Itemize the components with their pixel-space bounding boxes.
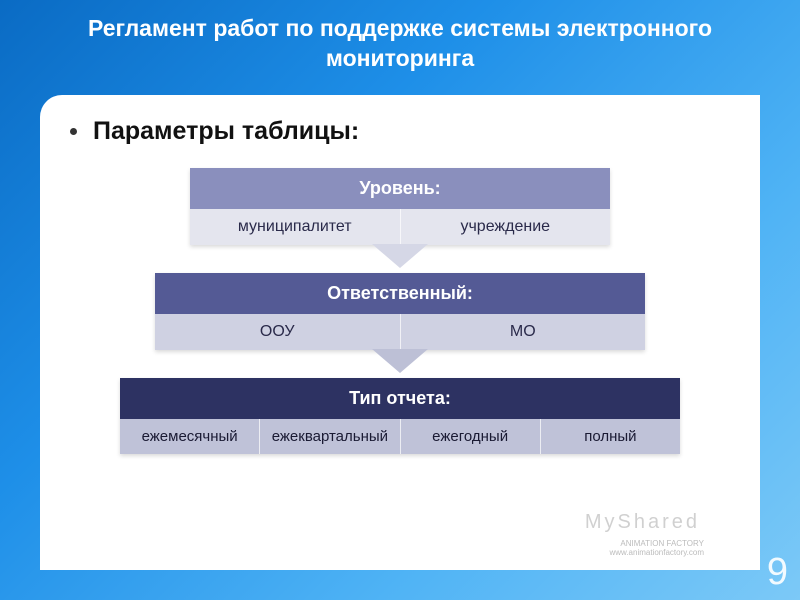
block-cells-row: ООУМО (155, 314, 645, 350)
down-arrow-wrap (372, 349, 428, 379)
block-header: Ответственный: (155, 273, 645, 314)
watermark-text: MyShared (585, 511, 700, 534)
block-0: Уровень:муниципалитетучреждение (190, 168, 610, 245)
block-stack: Уровень:муниципалитетучреждение Ответстве… (120, 168, 680, 454)
block-header: Уровень: (190, 168, 610, 209)
content-area: Параметры таблицы: Уровень:муниципалитет… (40, 95, 760, 570)
block-cell: ООУ (155, 314, 401, 350)
subtitle-row: Параметры таблицы: (70, 117, 730, 146)
logo-line2: www.animationfactory.com (609, 549, 704, 558)
slide: Регламент работ по поддержке системы эле… (0, 0, 800, 600)
bullet-icon (70, 128, 77, 135)
block-cell: ежемесячный (120, 419, 260, 454)
down-arrow-wrap (372, 244, 428, 274)
block-1: Ответственный:ООУМО (155, 273, 645, 350)
block-cell: ежеквартальный (260, 419, 400, 454)
title-bar: Регламент работ по поддержке системы эле… (0, 0, 800, 94)
block-cells-row: ежемесячныйежеквартальныйежегодныйполный (120, 419, 680, 454)
block-cell: ежегодный (401, 419, 541, 454)
block-cells-row: муниципалитетучреждение (190, 209, 610, 245)
subtitle-text: Параметры таблицы: (93, 117, 359, 146)
page-number: 9 (767, 551, 788, 594)
down-arrow-icon (372, 244, 428, 268)
block-cell: полный (541, 419, 680, 454)
block-cell: учреждение (401, 209, 611, 245)
footer-logo: ANIMATION FACTORY www.animationfactory.c… (609, 540, 704, 558)
slide-title: Регламент работ по поддержке системы эле… (40, 14, 760, 74)
block-2: Тип отчета:ежемесячныйежеквартальныйежег… (120, 378, 680, 454)
down-arrow-icon (372, 349, 428, 373)
block-header: Тип отчета: (120, 378, 680, 419)
block-cell: муниципалитет (190, 209, 401, 245)
block-cell: МО (401, 314, 646, 350)
